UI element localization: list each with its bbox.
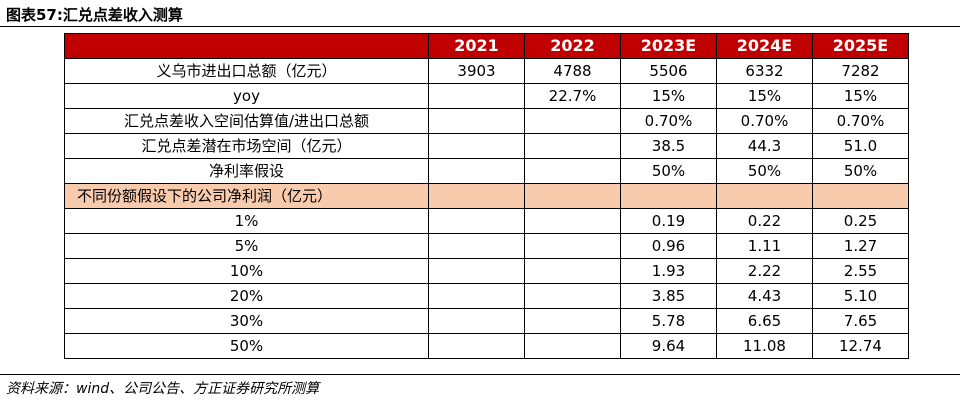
source-note: 资料来源：wind、公司公告、方正证券研究所测算 [6, 381, 320, 397]
row-label: 20% [64, 283, 429, 309]
table-cell [812, 183, 909, 209]
table-cell: 3903 [428, 58, 525, 84]
table-cell: 6.65 [716, 308, 813, 334]
table-row: 汇兑点差收入空间估算值/进出口总额 0.70% 0.70% 0.70% [64, 108, 909, 134]
figure-title: 图表57:汇兑点差收入测算 [6, 6, 183, 24]
table-cell: 50% [620, 158, 717, 184]
table-cell: 1.11 [716, 233, 813, 259]
footer-divider [0, 374, 960, 375]
table-cell: 7282 [812, 58, 909, 84]
table-cell [428, 283, 525, 309]
header-cell-2023e: 2023E [620, 33, 717, 59]
table-cell [428, 208, 525, 234]
table-row: 净利率假设 50% 50% 50% [64, 158, 909, 184]
header-cell-2024e: 2024E [716, 33, 813, 59]
table-cell: 4788 [524, 58, 621, 84]
table-cell [428, 183, 525, 209]
table-cell: 0.25 [812, 208, 909, 234]
row-label: 汇兑点差收入空间估算值/进出口总额 [64, 108, 429, 134]
table-cell [428, 158, 525, 184]
table-cell: 1.93 [620, 258, 717, 284]
header-cell-2021: 2021 [428, 33, 525, 59]
table-cell: 2.55 [812, 258, 909, 284]
table-cell [428, 308, 525, 334]
row-label: 义乌市进出口总额（亿元） [64, 58, 429, 84]
table-cell [428, 133, 525, 159]
table-cell [524, 333, 621, 359]
table-cell: 4.43 [716, 283, 813, 309]
table-cell [524, 308, 621, 334]
table-cell: 9.64 [620, 333, 717, 359]
table-cell: 50% [716, 158, 813, 184]
table-cell: 0.19 [620, 208, 717, 234]
table-cell [524, 158, 621, 184]
row-label: yoy [64, 83, 429, 109]
table-cell [524, 208, 621, 234]
table-cell [524, 183, 621, 209]
table-row: 30% 5.78 6.65 7.65 [64, 308, 909, 334]
section-header-label: 不同份额假设下的公司净利润（亿元） [64, 183, 429, 209]
table-cell: 0.96 [620, 233, 717, 259]
table-cell [524, 233, 621, 259]
table-row: 5% 0.96 1.11 1.27 [64, 233, 909, 259]
header-cell-label [64, 33, 429, 59]
table-cell: 0.70% [716, 108, 813, 134]
table-cell [524, 133, 621, 159]
row-label: 30% [64, 308, 429, 334]
table-cell [524, 283, 621, 309]
header-cell-2022: 2022 [524, 33, 621, 59]
table-cell: 5.78 [620, 308, 717, 334]
table-cell [428, 333, 525, 359]
table-cell: 1.27 [812, 233, 909, 259]
table-row: 10% 1.93 2.22 2.55 [64, 258, 909, 284]
table-row: 1% 0.19 0.22 0.25 [64, 208, 909, 234]
table-cell: 44.3 [716, 133, 813, 159]
table-row: 汇兑点差潜在市场空间（亿元） 38.5 44.3 51.0 [64, 133, 909, 159]
section-header-row: 不同份额假设下的公司净利润（亿元） [64, 183, 909, 209]
table-cell [428, 108, 525, 134]
row-label: 5% [64, 233, 429, 259]
table-cell: 5.10 [812, 283, 909, 309]
table-cell [428, 233, 525, 259]
table-cell: 7.65 [812, 308, 909, 334]
table-cell: 3.85 [620, 283, 717, 309]
table-row: 义乌市进出口总额（亿元） 3903 4788 5506 6332 7282 [64, 58, 909, 84]
table-cell: 0.22 [716, 208, 813, 234]
row-label: 10% [64, 258, 429, 284]
table-cell [428, 258, 525, 284]
title-divider [0, 26, 960, 27]
table-cell: 6332 [716, 58, 813, 84]
row-label: 50% [64, 333, 429, 359]
table-cell: 11.08 [716, 333, 813, 359]
table-cell [524, 258, 621, 284]
table-cell: 50% [812, 158, 909, 184]
table-cell [716, 183, 813, 209]
row-label: 1% [64, 208, 429, 234]
table-cell: 0.70% [620, 108, 717, 134]
table-cell [620, 183, 717, 209]
table-cell: 38.5 [620, 133, 717, 159]
table-cell: 0.70% [812, 108, 909, 134]
row-label: 净利率假设 [64, 158, 429, 184]
table-cell: 12.74 [812, 333, 909, 359]
table-cell: 22.7% [524, 83, 621, 109]
table-cell [524, 108, 621, 134]
table-cell: 15% [620, 83, 717, 109]
title-bar: 图表57:汇兑点差收入测算 [0, 0, 960, 30]
table-cell: 15% [812, 83, 909, 109]
header-cell-2025e: 2025E [812, 33, 909, 59]
row-label: 汇兑点差潜在市场空间（亿元） [64, 133, 429, 159]
header-row: 2021 2022 2023E 2024E 2025E [64, 33, 909, 59]
table-cell: 2.22 [716, 258, 813, 284]
data-table: 2021 2022 2023E 2024E 2025E 义乌市进出口总额（亿元）… [64, 33, 909, 359]
table-cell: 51.0 [812, 133, 909, 159]
table-cell [428, 83, 525, 109]
table-cell: 5506 [620, 58, 717, 84]
table-row: yoy 22.7% 15% 15% 15% [64, 83, 909, 109]
table-row: 50% 9.64 11.08 12.74 [64, 333, 909, 359]
table-row: 20% 3.85 4.43 5.10 [64, 283, 909, 309]
table-cell: 15% [716, 83, 813, 109]
